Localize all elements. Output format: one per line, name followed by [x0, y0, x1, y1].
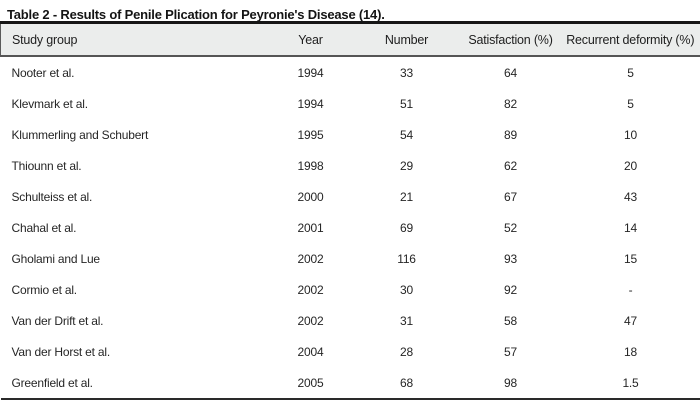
cell-satisfaction: 52: [460, 212, 561, 243]
cell-recurrent-deformity: 47: [560, 305, 700, 336]
results-table: Study group Year Number Satisfaction (%) Rec…: [0, 21, 700, 400]
cell-year: 1994: [268, 56, 353, 88]
cell-year: 2002: [268, 274, 353, 305]
cell-satisfaction: 67: [460, 181, 561, 212]
table-row: Van der Drift et al. 2002 31 58 47: [0, 305, 700, 336]
cell-study-group: Gholami and Lue: [0, 243, 269, 274]
table-body: Nooter et al. 1994 33 64 5 Klevmark et al. 199…: [0, 56, 700, 399]
cell-satisfaction: 62: [460, 150, 561, 181]
table-row: Cormio et al. 2002 30 92-: [0, 274, 700, 305]
cell-year: 1998: [268, 150, 353, 181]
cell-number: 21: [352, 181, 461, 212]
cell-number: 29: [352, 150, 461, 181]
table-row: Schulteiss et al. 2000 21 67 43: [0, 181, 700, 212]
column-header-year: Year: [268, 21, 353, 57]
cell-recurrent-deformity: 5: [560, 56, 700, 88]
cell-recurrent-deformity: -: [560, 274, 700, 305]
cell-recurrent-deformity: 5: [560, 88, 700, 119]
cell-recurrent-deformity: 43: [560, 181, 700, 212]
cell-number: 68: [352, 367, 461, 399]
cell-year: 2000: [268, 181, 353, 212]
cell-number: 30: [352, 274, 461, 305]
column-header-recurrent-deformity: Recurrent deformity (%): [560, 21, 700, 57]
cell-number: 54: [352, 119, 461, 150]
column-header-study-group: Study group: [0, 21, 269, 57]
cell-year: 2004: [268, 336, 353, 367]
table-caption: Table 2 - Results of Penile Plication fo…: [7, 7, 385, 22]
cell-satisfaction: 98: [460, 367, 561, 399]
cell-satisfaction: 89: [460, 119, 561, 150]
cell-study-group: Klummerling and Schubert: [0, 119, 269, 150]
table-header: Study group Year Number Satisfaction (%) Rec…: [0, 21, 700, 57]
cell-number: 33: [352, 56, 461, 88]
cell-study-group: Klevmark et al.: [0, 88, 269, 119]
cell-year: 1995: [268, 119, 353, 150]
column-header-number: Number: [352, 21, 461, 57]
cell-recurrent-deformity: 14: [560, 212, 700, 243]
cell-study-group: Greenfield et al.: [0, 367, 269, 399]
table-row: Klummerling and Schubert 1995 54 89 10: [0, 119, 700, 150]
cell-year: 1994: [268, 88, 353, 119]
cell-study-group: Schulteiss et al.: [0, 181, 269, 212]
cell-number: 116: [352, 243, 461, 274]
cell-satisfaction: 64: [460, 56, 561, 88]
table-row: Nooter et al. 1994 33 64 5: [0, 56, 700, 88]
cell-number: 51: [352, 88, 461, 119]
table-row: Klevmark et al. 1994 51 82 5: [0, 88, 700, 119]
table-row: Gholami and Lue 2002 116 93 15: [0, 243, 700, 274]
column-header-satisfaction: Satisfaction (%): [460, 21, 561, 57]
cell-number: 69: [352, 212, 461, 243]
table-row: Thiounn et al. 1998 29 62 20: [0, 150, 700, 181]
cell-recurrent-deformity: 18: [560, 336, 700, 367]
cell-study-group: Van der Horst et al.: [0, 336, 269, 367]
cell-number: 31: [352, 305, 461, 336]
cell-satisfaction: 82: [460, 88, 561, 119]
cell-satisfaction: 93: [460, 243, 561, 274]
cell-study-group: Nooter et al.: [0, 56, 269, 88]
cell-recurrent-deformity: 20: [560, 150, 700, 181]
cell-study-group: Van der Drift et al.: [0, 305, 269, 336]
table-row: Chahal et al. 2001 69 52 14: [0, 212, 700, 243]
cell-satisfaction: 58: [460, 305, 561, 336]
cell-year: 2002: [268, 305, 353, 336]
cell-study-group: Thiounn et al.: [0, 150, 269, 181]
table-row: Van der Horst et al. 2004 28 57 18: [0, 336, 700, 367]
cell-satisfaction: 92: [460, 274, 561, 305]
cell-year: 2005: [268, 367, 353, 399]
table-header-row: Study group Year Number Satisfaction (%) Rec…: [0, 21, 700, 57]
cell-satisfaction: 57: [460, 336, 561, 367]
cell-year: 2001: [268, 212, 353, 243]
cell-year: 2002: [268, 243, 353, 274]
cell-recurrent-deformity: 1.5: [560, 367, 700, 399]
cell-number: 28: [352, 336, 461, 367]
cell-study-group: Cormio et al.: [0, 274, 269, 305]
cell-recurrent-deformity: 15: [560, 243, 700, 274]
table-row: Greenfield et al. 2005 68 98 1.5: [0, 367, 700, 399]
cell-study-group: Chahal et al.: [0, 212, 269, 243]
cell-recurrent-deformity: 10: [560, 119, 700, 150]
